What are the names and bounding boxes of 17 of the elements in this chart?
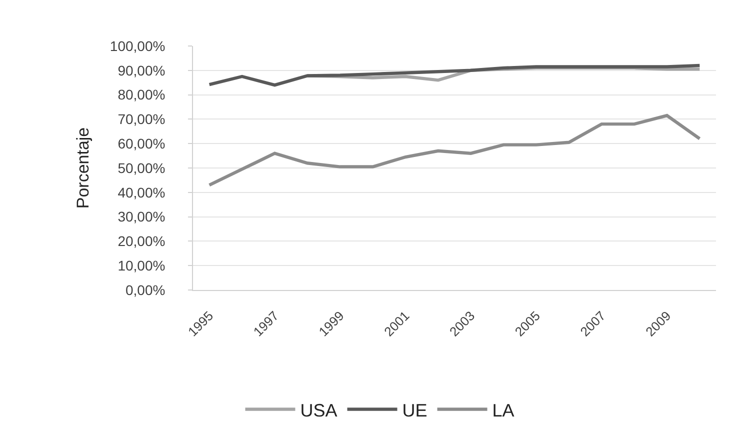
legend-label: LA — [492, 400, 514, 420]
legend-label: USA — [300, 400, 338, 420]
y-tick-label: 60,00% — [118, 136, 166, 152]
y-tick-label: 100,00% — [110, 38, 166, 54]
y-tick-label: 20,00% — [118, 233, 166, 250]
y-tick-label: 90,00% — [118, 62, 166, 78]
legend-label: UE — [402, 400, 428, 420]
line-series — [208, 114, 702, 187]
y-tick-label: 50,00% — [118, 160, 166, 176]
y-tick-label: 10,00% — [118, 258, 166, 274]
y-axis-title: Porcentaje — [73, 127, 92, 209]
y-tick-label: 0,00% — [125, 282, 166, 298]
y-tick-label: 80,00% — [118, 86, 166, 103]
line-series — [208, 64, 702, 87]
y-tick-label: 40,00% — [118, 184, 166, 200]
y-tick-label: 70,00% — [118, 111, 166, 128]
y-tick-label: 30,00% — [118, 208, 166, 225]
